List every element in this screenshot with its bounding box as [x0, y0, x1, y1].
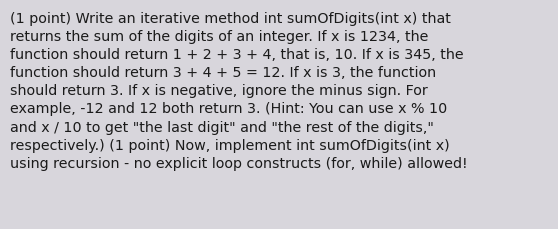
Text: (1 point) Write an iterative method int sumOfDigits(int x) that
returns the sum : (1 point) Write an iterative method int …	[10, 11, 468, 170]
